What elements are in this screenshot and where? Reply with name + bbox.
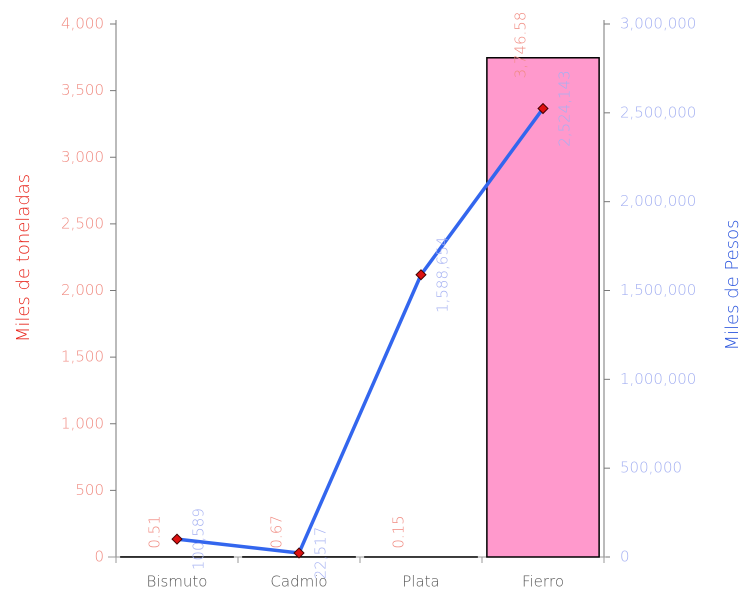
x-tick-label: Cadmio bbox=[270, 573, 327, 591]
y2-tick-label: 500,000 bbox=[620, 459, 682, 477]
line-value-label: 1,588,654 bbox=[434, 237, 452, 313]
bar bbox=[486, 57, 600, 558]
y-tick-label: 0 bbox=[94, 548, 104, 566]
line-marker bbox=[293, 547, 305, 559]
y-tick-label: 3,000 bbox=[61, 148, 104, 166]
y2-axis-title: Miles de Pesos bbox=[722, 220, 743, 351]
line-value-label: 100,589 bbox=[190, 508, 208, 570]
y2-tick-label: 1,500,000 bbox=[620, 281, 696, 299]
y-tick-label: 500 bbox=[75, 481, 104, 499]
line-marker bbox=[537, 102, 549, 115]
y-axis-title: Miles de toneladas bbox=[13, 174, 34, 342]
y2-tick-label: 2,500,000 bbox=[620, 103, 696, 121]
bar-value-label: 0.67 bbox=[268, 515, 286, 548]
y2-tick-label: 0 bbox=[620, 548, 630, 566]
y2-tick-label: 1,000,000 bbox=[620, 370, 696, 388]
x-tick-label: Plata bbox=[402, 573, 439, 591]
y2-tick-label: 3,000,000 bbox=[620, 15, 696, 33]
y-tick-label: 3,500 bbox=[61, 81, 104, 99]
line bbox=[176, 107, 545, 555]
line-value-label: 2,524,143 bbox=[556, 70, 574, 146]
line-marker bbox=[415, 269, 427, 281]
y-tick-label: 2,500 bbox=[61, 214, 104, 232]
y-tick-label: 4,000 bbox=[61, 15, 104, 33]
line-value-label: 22,517 bbox=[312, 527, 330, 580]
y-tick-label: 1,000 bbox=[61, 414, 104, 432]
x-tick-label: Fierro bbox=[522, 573, 564, 591]
bar-value-label: 0.15 bbox=[390, 515, 408, 548]
y-tick-label: 1,500 bbox=[61, 348, 104, 366]
bar-value-label: 3,746.58 bbox=[512, 12, 530, 79]
y-tick-label: 2,000 bbox=[61, 281, 104, 299]
line-marker bbox=[171, 533, 183, 545]
x-tick-label: Bismuto bbox=[147, 573, 208, 591]
y2-tick-label: 2,000,000 bbox=[620, 192, 696, 210]
bar-value-label: 0.51 bbox=[146, 515, 164, 548]
